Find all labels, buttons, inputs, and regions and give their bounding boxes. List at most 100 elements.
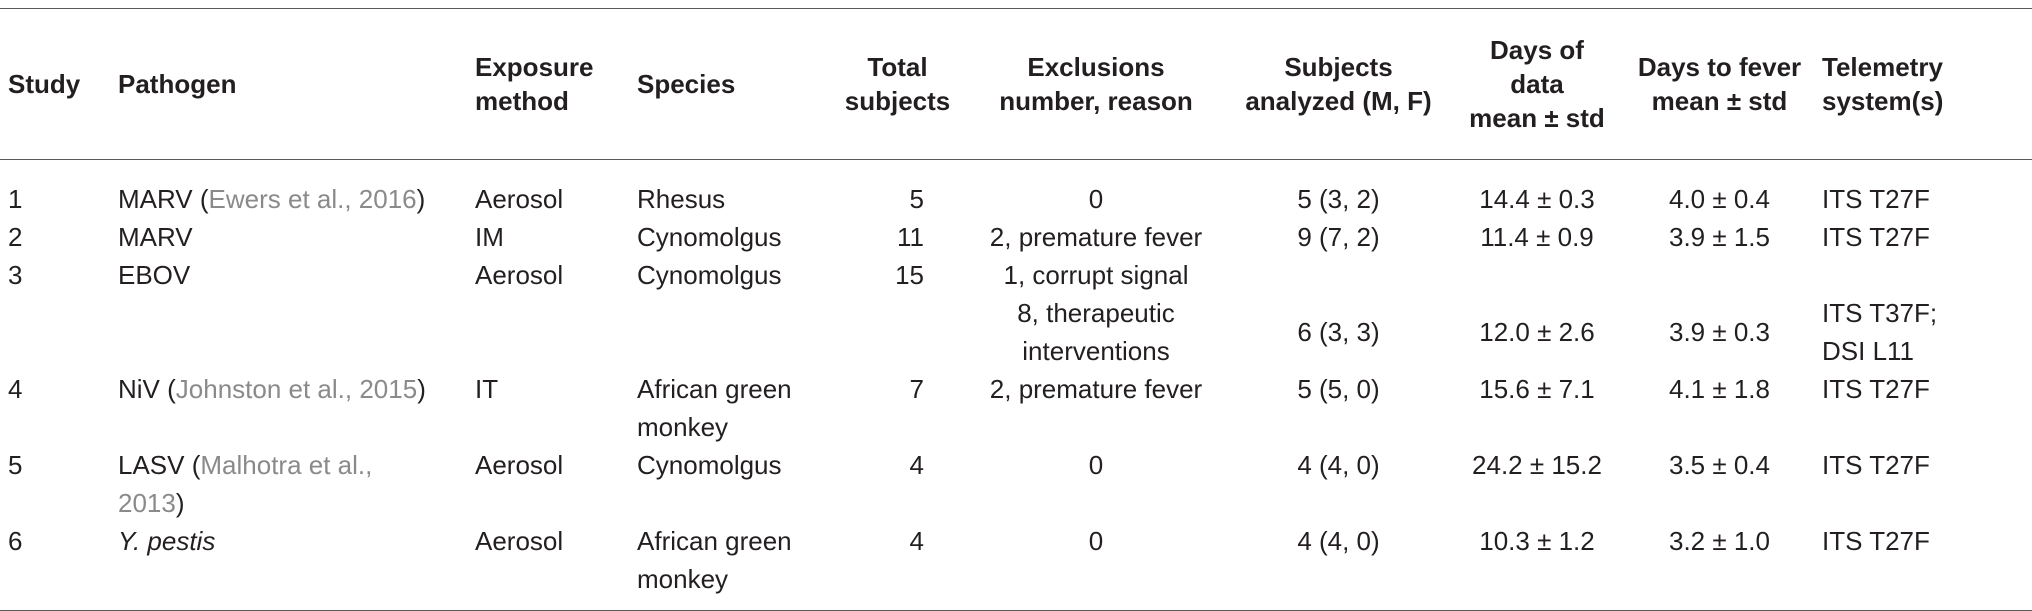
cell-fever: 3.9 ± 1.5 [1668, 222, 1770, 252]
cell-species: African green monkey [631, 522, 829, 611]
telemetry-line: ITS T27F [1822, 374, 1930, 404]
cell-fever: 4.0 ± 0.4 [1668, 184, 1770, 214]
header-pathogen-line: Pathogen [118, 69, 237, 99]
header-pathogen: Pathogen [112, 9, 469, 160]
table-row: 5 LASV (Malhotra et al., 2013) Aerosol Cy… [0, 446, 2032, 522]
citation-link[interactable]: Johnston et al., 2015 [175, 374, 418, 404]
header-fever-line2: mean ± std [1651, 86, 1788, 116]
exclusion-line: 2, premature fever [989, 222, 1203, 252]
cell-exposure: IM [475, 222, 504, 252]
species-line: African green [637, 526, 792, 556]
cell-subjects: 4 (4, 0) [1297, 450, 1380, 480]
header-days-line2: data [1510, 69, 1564, 99]
cell-exclusions: 0 [966, 160, 1226, 219]
species-line: African green [637, 374, 792, 404]
species-line: monkey [637, 412, 729, 442]
header-row: Study Pathogen Exposure method Species T… [0, 8, 2032, 160]
cell-telemetry: ITS T27F [1816, 218, 2032, 256]
exclusion-line: interventions [1022, 336, 1170, 366]
cell-study: 2 [8, 222, 23, 252]
species-line: Cynomolgus [637, 260, 782, 290]
cell-subjects: 6 (3, 3) [1297, 317, 1380, 347]
header-days: Days of data mean ± std [1451, 9, 1623, 160]
cell-fever: 4.1 ± 1.8 [1668, 374, 1770, 404]
header-exclusions-line1: Exclusions [1027, 52, 1165, 82]
exclusion-line: 0 [1088, 184, 1104, 214]
telemetry-line: ITS T37F; [1822, 298, 1938, 328]
telemetry-line: ITS T27F [1822, 222, 1930, 252]
cell-telemetry: ITS T27F [1816, 522, 2032, 611]
cell-pathogen: NiV (Johnston et al., 2015) [112, 370, 469, 446]
cell-fever: 3.2 ± 1.0 [1668, 526, 1770, 556]
cell-study: 1 [8, 184, 23, 214]
cell-exposure: IT [475, 374, 499, 404]
cell-telemetry: ITS T37F; DSI L11 [1816, 256, 2032, 370]
cell-total: 4 [909, 450, 924, 480]
cell-species: Cynomolgus [631, 446, 829, 522]
cell-total: 11 [897, 222, 924, 252]
telemetry-line: DSI L11 [1822, 336, 1915, 366]
cell-telemetry: ITS T27F [1816, 446, 2032, 522]
header-exposure: Exposure method [469, 9, 631, 160]
cell-fever: 3.5 ± 0.4 [1668, 450, 1770, 480]
header-telemetry-line1: Telemetry [1822, 52, 1943, 82]
header-fever-line1: Days to fever [1637, 52, 1802, 82]
cell-telemetry: ITS T27F [1816, 370, 2032, 446]
cell-species: Rhesus [631, 160, 829, 219]
citation-link-year[interactable]: 2013 [118, 488, 176, 518]
species-line: Cynomolgus [637, 450, 782, 480]
cell-pathogen: EBOV [118, 260, 191, 290]
cell-study: 3 [8, 260, 23, 290]
cell-subjects: 5 (5, 0) [1297, 374, 1380, 404]
cell-subjects: 5 (3, 2) [1297, 184, 1380, 214]
exclusion-line: 0 [1088, 526, 1104, 556]
table-row: 1 MARV (Ewers et al., 2016) Aerosol Rhes… [0, 160, 2032, 219]
cell-exposure: Aerosol [475, 184, 564, 214]
species-line: Cynomolgus [637, 222, 782, 252]
cell-exclusions: 2, premature fever [966, 370, 1226, 446]
header-subjects-line2: analyzed (M, F) [1245, 86, 1432, 116]
table-header: Study Pathogen Exposure method Species T… [0, 8, 2032, 160]
table-row: 4 NiV (Johnston et al., 2015) IT African… [0, 370, 2032, 446]
cell-exclusions: 0 [966, 446, 1226, 522]
cell-days: 10.3 ± 1.2 [1479, 526, 1595, 556]
header-study: Study [0, 9, 112, 160]
telemetry-line: ITS T27F [1822, 526, 1930, 556]
header-study-line: Study [8, 69, 81, 99]
header-species-line: Species [637, 69, 736, 99]
cell-study: 4 [8, 374, 23, 404]
exclusion-line: 1, corrupt signal [1003, 260, 1189, 290]
pathogen-name: NiV ( [118, 374, 176, 404]
cell-subjects: 4 (4, 0) [1297, 526, 1380, 556]
telemetry-line: ITS T27F [1822, 450, 1930, 480]
cell-species: Cynomolgus [631, 256, 829, 370]
table-row: 6 Y. pestis Aerosol African green monkey… [0, 522, 2032, 611]
header-days-line1: Days of [1490, 35, 1584, 65]
cell-exposure: Aerosol [475, 450, 564, 480]
pathogen-name: MARV ( [118, 184, 209, 214]
pathogen-tail: ) [175, 488, 185, 518]
table-body: 1 MARV (Ewers et al., 2016) Aerosol Rhes… [0, 160, 2032, 611]
citation-link[interactable]: Malhotra et al., [200, 450, 373, 480]
citation-link[interactable]: Ewers et al., 2016 [208, 184, 417, 214]
header-exposure-line2: method [475, 86, 569, 116]
cell-total: 7 [909, 374, 924, 404]
header-total: Total subjects [829, 9, 966, 160]
exclusion-line: 2, premature fever [989, 374, 1203, 404]
header-species: Species [631, 9, 829, 160]
cell-days: 11.4 ± 0.9 [1480, 222, 1594, 252]
exclusion-line: 0 [1088, 450, 1104, 480]
cell-days: 12.0 ± 2.6 [1479, 317, 1595, 347]
cell-exposure: Aerosol [475, 526, 564, 556]
header-telemetry: Telemetry system(s) [1816, 9, 2032, 160]
cell-study: 5 [8, 450, 23, 480]
cell-days: 24.2 ± 15.2 [1472, 450, 1602, 480]
cell-species: African green monkey [631, 370, 829, 446]
cell-exposure: Aerosol [475, 260, 564, 290]
cell-pathogen: MARV (Ewers et al., 2016) [112, 160, 469, 219]
header-exposure-line1: Exposure [475, 52, 594, 82]
data-table-container: Study Pathogen Exposure method Species T… [0, 8, 2032, 611]
pathogen-name: LASV ( [118, 450, 201, 480]
species-line: monkey [637, 564, 729, 594]
header-exclusions: Exclusions number, reason [966, 9, 1226, 160]
